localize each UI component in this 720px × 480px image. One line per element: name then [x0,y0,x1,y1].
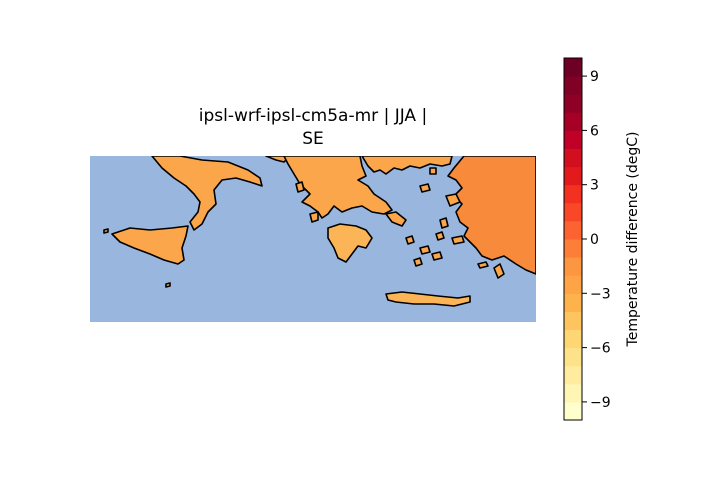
land-cyclades-5 [435,231,445,241]
colorbar-band [564,76,582,95]
colorbar-band [564,383,582,403]
colorbar-tick-label: 3 [590,178,599,194]
colorbar-band [564,220,582,240]
colorbar-tick-label: 6 [590,123,599,139]
colorbar-band [564,130,582,149]
land-egadi [103,228,109,234]
land-turkey [447,156,536,275]
land-kos [477,261,489,269]
colorbar-band [564,401,582,421]
chart-title-line1: ipsl-wrf-ipsl-cm5a-mr | JJA | [198,106,428,126]
land-kefalonia [309,211,319,223]
colorbar-band [564,239,582,258]
colorbar-tick-label: −6 [590,341,611,357]
land-peloponnese [327,223,373,263]
land-thrace [361,156,453,175]
land-sicily [111,225,189,265]
colorbar-band [564,257,582,276]
colorbar-bands [564,58,582,421]
land-rhodes [493,263,505,279]
land-lemnos [419,183,431,193]
land-thasos [429,167,437,175]
colorbar-label: Temperature difference (degC) [625,132,641,348]
colorbar-band [564,347,582,367]
map-panel [90,156,536,322]
colorbar-band [564,166,582,186]
land-corfu [295,181,305,193]
colorbar-tick-label: 0 [590,232,599,248]
colorbar-tick-label: −9 [590,395,611,411]
land-italy [151,156,263,231]
colorbar-band [564,94,582,113]
colorbar-band [564,112,582,131]
colorbar-band [564,184,582,204]
colorbar-band [564,202,582,222]
colorbar-tick-label: −3 [590,286,611,302]
colorbar-ticks: 9 6 3 0 −3 −6 −9 [582,69,611,411]
colorbar-tick-label: 9 [590,69,599,85]
land-cyclades-3 [431,251,443,261]
colorbar: 9 6 3 0 −3 −6 −9 Temperature difference (degC) [563,57,641,421]
colorbar-band [564,148,582,168]
land-cyclades-2 [419,245,431,255]
colorbar-band [564,293,582,312]
land-cyclades-4 [413,257,423,267]
colorbar-band [564,275,582,294]
land-crete [385,291,471,307]
land-cyclades-1 [405,235,415,245]
land-malta [165,282,171,288]
land-chios [439,217,449,229]
colorbar-band [564,329,582,349]
land-evia [385,211,407,227]
colorbar-band [564,58,582,77]
land-lesbos [445,193,461,207]
colorbar-band [564,311,582,330]
colorbar-band [564,365,582,385]
land-samos [451,235,465,245]
land-greece-mainland [283,156,393,219]
chart-title-line2: SE [302,129,324,149]
